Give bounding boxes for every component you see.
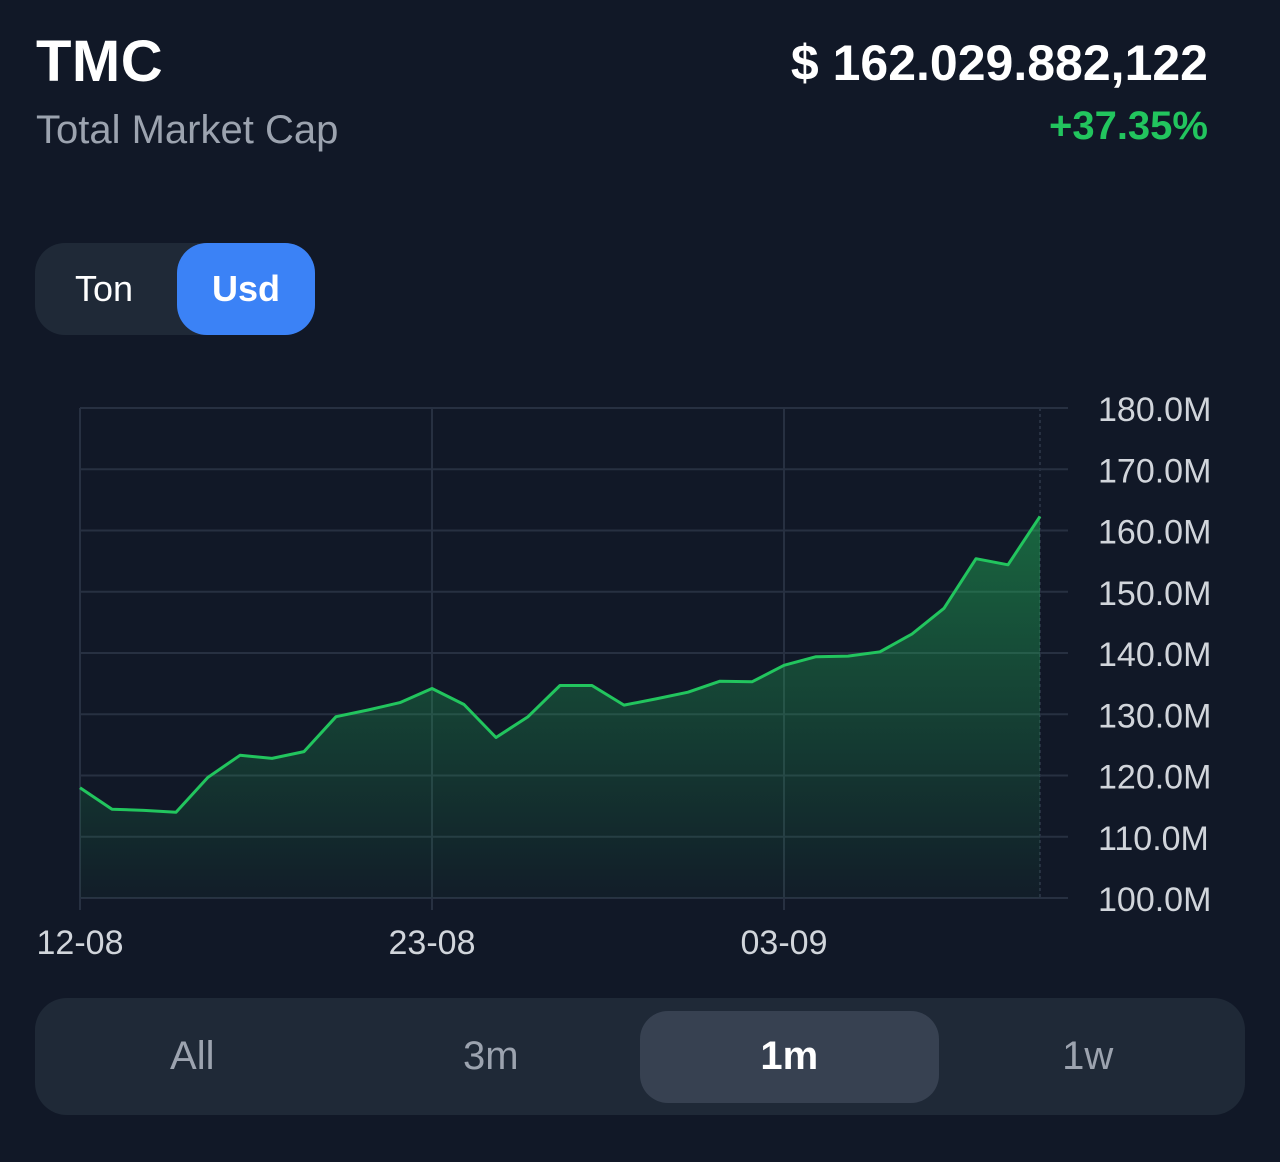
data-point [207, 776, 210, 779]
range-1w-button[interactable]: 1w [1062, 1034, 1114, 1078]
x-tick-label: 12-08 [37, 924, 124, 962]
data-point [463, 703, 466, 706]
data-point [527, 715, 530, 718]
y-tick-label: 150.0M [1098, 575, 1211, 613]
data-point [111, 808, 114, 811]
data-point [879, 650, 882, 653]
y-tick-label: 160.0M [1098, 514, 1211, 552]
data-point [559, 684, 562, 687]
series-line [79, 515, 1042, 814]
data-point [623, 704, 626, 707]
data-point [303, 750, 306, 753]
page-subtitle: Total Market Cap [36, 108, 339, 152]
y-tick-label: 130.0M [1098, 697, 1211, 735]
y-tick-label: 110.0M [1098, 820, 1209, 858]
series-area [80, 516, 1040, 898]
ticker-symbol: TMC [36, 29, 164, 94]
chart-svg: 180.0M 170.0M 160.0M 150.0M 140.0M 130.0M 120.… [37, 391, 1212, 962]
x-tick-label: 23-08 [389, 924, 476, 962]
range-3m-button[interactable]: 3m [462, 1034, 519, 1078]
data-point [495, 736, 498, 739]
time-range-selector: All 3m 1m 1w [35, 998, 1245, 1115]
y-tick-label: 120.0M [1098, 759, 1211, 797]
data-point [143, 809, 146, 812]
data-point [815, 655, 818, 658]
data-point [847, 655, 850, 658]
data-point [783, 664, 786, 667]
data-point [591, 684, 594, 687]
y-tick-label: 180.0M [1098, 391, 1211, 429]
data-point [367, 709, 370, 712]
data-point [399, 701, 402, 704]
data-point [687, 691, 690, 694]
percent-change: +37.35% [1048, 104, 1208, 148]
x-tick-label: 03-09 [741, 924, 828, 962]
data-point [239, 754, 242, 757]
range-1m-button[interactable]: 1m [640, 1010, 939, 1103]
currency-ton-button[interactable]: Ton [74, 268, 134, 309]
data-point [431, 687, 434, 690]
market-cap-value: $ 162.029.882,122 [790, 35, 1208, 91]
currency-usd-button[interactable]: Usd [177, 243, 315, 335]
range-all-button[interactable]: All [170, 1034, 215, 1078]
data-point [975, 557, 978, 560]
data-point [1039, 515, 1042, 518]
y-tick-label: 140.0M [1098, 636, 1211, 674]
y-tick-label: 170.0M [1098, 452, 1211, 490]
data-point [655, 697, 658, 700]
currency-toggle: Ton Usd [35, 243, 315, 335]
data-point [175, 811, 178, 814]
data-point [335, 715, 338, 718]
y-tick-label: 100.0M [1098, 881, 1211, 919]
data-point [751, 680, 754, 683]
data-point [719, 680, 722, 683]
data-point [79, 786, 82, 789]
data-point [1007, 563, 1010, 566]
data-point [911, 633, 914, 636]
market-cap-chart: 180.0M 170.0M 160.0M 150.0M 140.0M 130.0M 120.… [0, 380, 1280, 980]
data-point [271, 757, 274, 760]
data-point [943, 607, 946, 610]
